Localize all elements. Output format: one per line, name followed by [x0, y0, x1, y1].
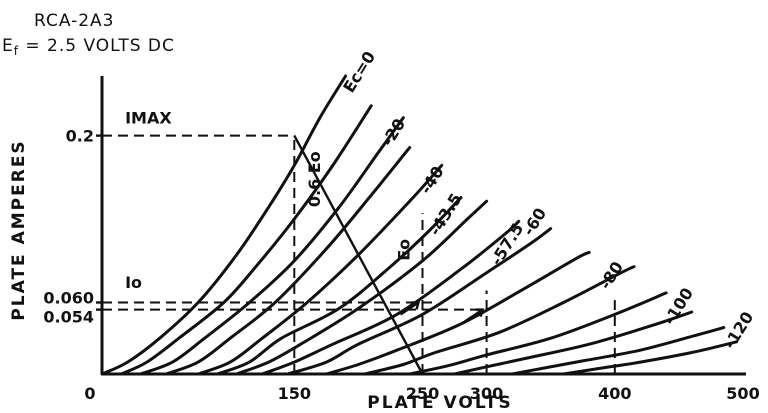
reference-lines [102, 134, 616, 374]
characteristic-curves [100, 74, 739, 376]
filament-prefix: E [2, 36, 14, 56]
curve-10 [119, 104, 373, 376]
curve-80 [363, 265, 636, 376]
y-tick-label-0-060: 0.060 [43, 288, 94, 307]
annotation-0-6-eo: 0.6 Eo [305, 151, 324, 207]
annotation-io: Io [125, 273, 142, 292]
curve-20 [139, 116, 405, 376]
curve-label-40: -40 [416, 163, 447, 198]
curve-90 [408, 291, 668, 376]
curve-labels: Ec=0-20-40-43.5-57.5-60-80-100-120 [339, 48, 757, 352]
x-tick-label-300: 300 [470, 384, 503, 403]
curve-ec-0 [100, 74, 348, 376]
y-tick-label-0-2: 0.2 [66, 127, 94, 146]
filament-rest: = 2.5 VOLTS DC [19, 36, 175, 56]
x-axis-title: PLATE VOLTS [367, 393, 512, 413]
load-line [293, 135, 424, 375]
x-tick-label-250: 250 [406, 384, 439, 403]
curve-label-100: -100 [660, 284, 697, 328]
curve-label-ec-0: Ec=0 [339, 48, 379, 96]
tube-type-label: RCA-2A3 [34, 11, 115, 31]
filament-subscript: f [14, 44, 19, 58]
annotations: IMAX 0.6 Eo Eo Io [125, 109, 414, 292]
operating-point-arrow-1 [463, 308, 485, 323]
x-tick-label-0: 0 [84, 384, 95, 403]
curve-110 [510, 326, 726, 376]
annotation-imax: IMAX [125, 109, 172, 128]
annotation-eo: Eo [395, 239, 414, 261]
curve-43-5 [215, 196, 463, 376]
curve-30 [164, 146, 412, 376]
x-tick-label-400: 400 [598, 384, 631, 403]
header: RCA-2A3 Ef = 2.5 VOLTS DC [2, 11, 175, 58]
curve-40 [196, 163, 444, 376]
curve-label-120: -120 [720, 308, 757, 352]
curve-70 [324, 250, 591, 376]
operating-point-arrow-0 [399, 301, 421, 316]
x-tick-label-500: 500 [726, 384, 759, 403]
curve-60 [286, 227, 553, 376]
x-tick-label-150: 150 [278, 384, 311, 403]
y-axis-title: PLATE AMPERES [9, 139, 29, 320]
curve-50 [235, 199, 489, 376]
filament-voltage-label: Ef = 2.5 VOLTS DC [2, 36, 175, 58]
curve-120 [562, 340, 739, 376]
curve-100 [453, 310, 694, 376]
load-line-group [293, 135, 485, 375]
curve-label-80: -80 [596, 258, 627, 293]
y-tick-label-0-054: 0.054 [43, 308, 94, 327]
curve-57-5 [260, 219, 521, 376]
